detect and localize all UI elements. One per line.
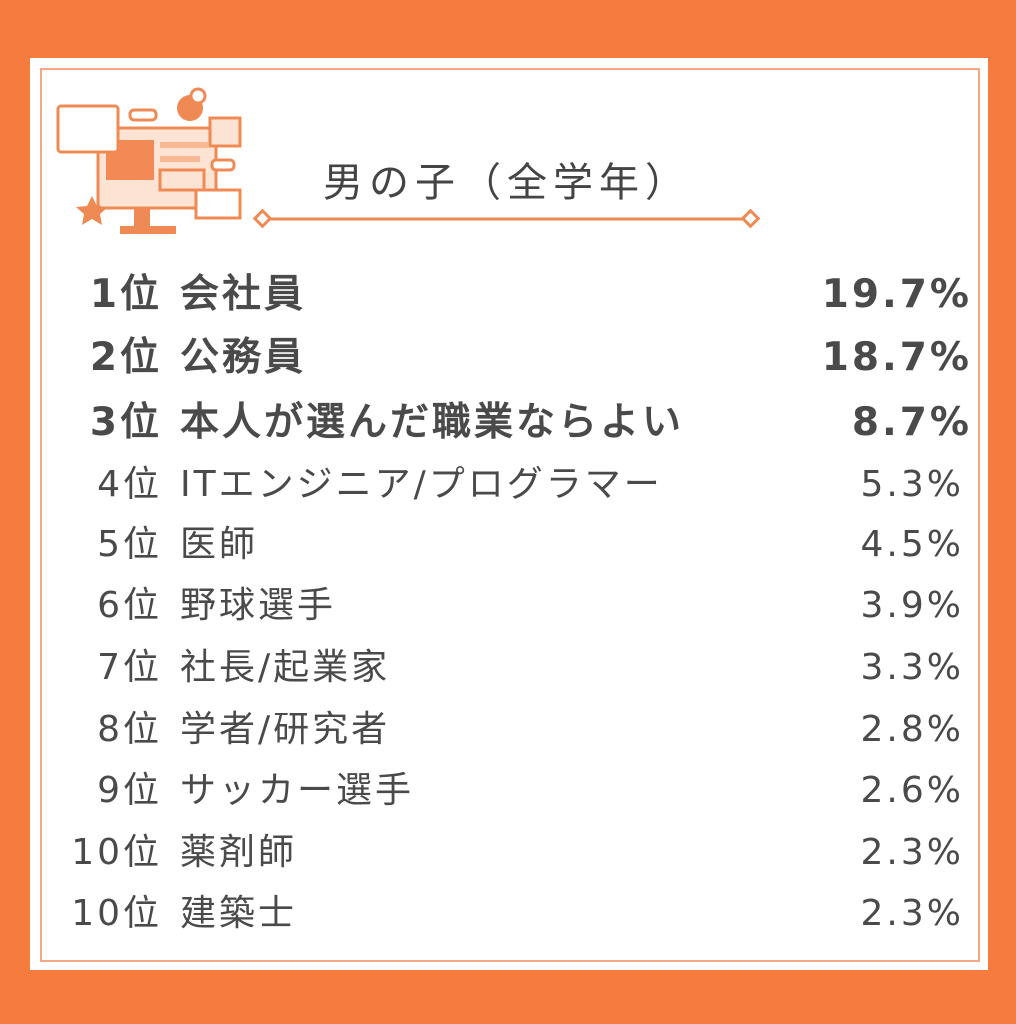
job-name: ITエンジニア/プログラマー: [180, 464, 663, 505]
percentage: 2.3%: [860, 893, 964, 934]
rank-label: 9位: [97, 770, 162, 811]
percentage: 3.3%: [860, 647, 964, 688]
percentage: 4.5%: [860, 524, 964, 565]
ranking-row: 10位 薬剤師 2.3%: [50, 823, 972, 883]
job-name: 野球選手: [180, 585, 337, 626]
ranking-row: 3位 本人が選んだ職業ならよい 8.7%: [50, 393, 972, 453]
ranking-row: 1位 会社員 19.7%: [50, 265, 972, 325]
job-name: 学者/研究者: [180, 709, 391, 750]
percentage: 5.3%: [860, 464, 964, 505]
panel: [30, 58, 988, 970]
ranking-row: 7位 社長/起業家 3.3%: [50, 638, 972, 698]
rank-label: 10位: [71, 832, 162, 873]
ranking-row: 8位 学者/研究者 2.8%: [50, 700, 972, 760]
rank-label: 7位: [97, 647, 162, 688]
percentage: 2.6%: [860, 770, 964, 811]
illustration: [56, 87, 242, 234]
rank-label: 1位: [89, 272, 162, 317]
title-underline: [252, 208, 761, 229]
percentage: 2.3%: [860, 832, 964, 873]
percentage: 3.9%: [860, 585, 964, 626]
ranking-row: 10位 建築士 2.3%: [50, 884, 972, 944]
rank-label: 10位: [71, 893, 162, 934]
job-name: 会社員: [180, 272, 307, 317]
rank-label: 5位: [97, 524, 162, 565]
job-name: 医師: [180, 524, 259, 565]
job-name: サッカー選手: [180, 770, 415, 811]
percentage: 8.7%: [851, 400, 972, 445]
ranking-row: 2位 公務員 18.7%: [50, 328, 972, 388]
title: 男の子（全学年）: [323, 160, 691, 206]
job-name: 社長/起業家: [180, 647, 391, 688]
percentage: 18.7%: [821, 335, 972, 380]
rank-label: 2位: [89, 335, 162, 380]
job-name: 薬剤師: [180, 832, 298, 873]
rank-label: 8位: [97, 709, 162, 750]
ranking-row: 6位 野球選手 3.9%: [50, 576, 972, 636]
job-name: 公務員: [180, 335, 307, 380]
frame: [40, 68, 980, 962]
percentage: 19.7%: [821, 272, 972, 317]
ranking-row: 4位 ITエンジニア/プログラマー 5.3%: [50, 455, 972, 515]
job-name: 建築士: [180, 893, 298, 934]
percentage: 2.8%: [860, 709, 964, 750]
ranking-row: 9位 サッカー選手 2.6%: [50, 761, 972, 821]
rank-label: 6位: [97, 585, 162, 626]
rank-label: 3位: [89, 400, 162, 445]
job-name: 本人が選んだ職業ならよい: [180, 400, 685, 445]
rank-label: 4位: [97, 464, 162, 505]
ranking-row: 5位 医師 4.5%: [50, 515, 972, 575]
